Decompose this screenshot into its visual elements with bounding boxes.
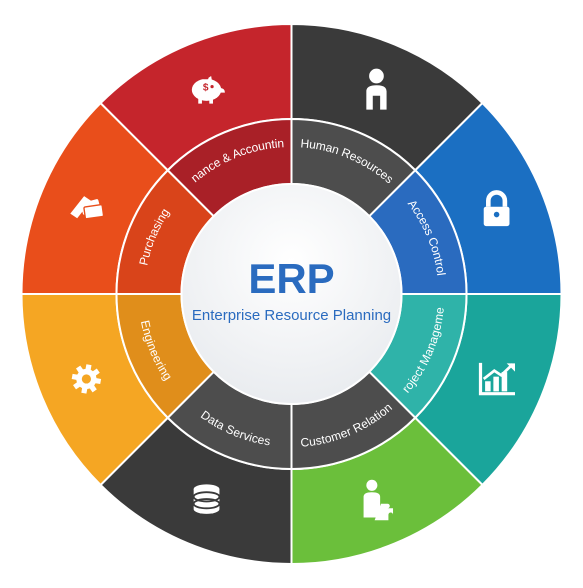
center-title: ERP	[248, 255, 334, 302]
wheel-svg: ERPEnterprise Resource PlanningHuman Res…	[0, 0, 583, 588]
gear-icon	[72, 364, 101, 393]
center-subtitle: Enterprise Resource Planning	[192, 307, 391, 324]
erp-wheel-diagram: ERPEnterprise Resource PlanningHuman Res…	[0, 0, 583, 588]
svg-text:$: $	[203, 83, 209, 94]
database-icon	[194, 484, 220, 513]
